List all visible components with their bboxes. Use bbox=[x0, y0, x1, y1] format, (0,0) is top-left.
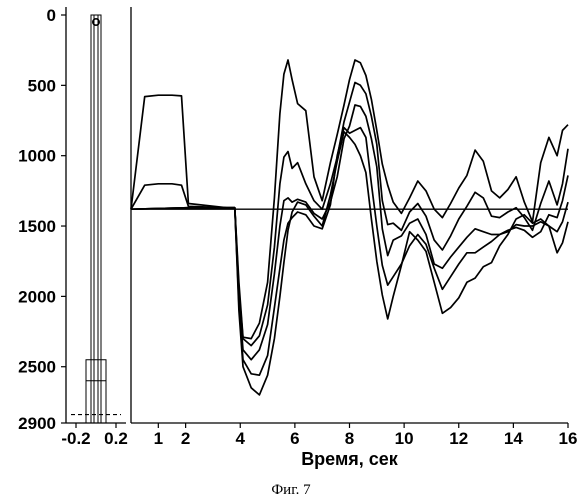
x-tick-label: 16 bbox=[559, 429, 578, 448]
figure-caption: Фиг. 7 bbox=[271, 482, 311, 498]
y-tick-label: 2500 bbox=[18, 358, 56, 377]
time-series-panel: 12 4 6 8 10 12 14 16 Время, сек bbox=[131, 7, 577, 469]
series-line-3 bbox=[131, 105, 568, 360]
series-line-4 bbox=[131, 128, 568, 376]
y-tick-label: 0 bbox=[47, 6, 56, 25]
x-tick-label: 8 bbox=[345, 429, 354, 448]
well-diagram-panel: 0 500 1000 1500 2000 2500 2900 -0.2 0.2 bbox=[18, 6, 128, 448]
series-line-2 bbox=[131, 83, 568, 346]
x-tick-label: 2 bbox=[181, 429, 190, 448]
series-line-5 bbox=[131, 132, 568, 395]
x-tick-label: 4 bbox=[236, 429, 246, 448]
x-tick-label: 12 bbox=[449, 429, 468, 448]
x-tick-label: 6 bbox=[290, 429, 299, 448]
well-outline bbox=[86, 360, 106, 423]
x-axis-label: Время, сек bbox=[301, 449, 399, 469]
well-outline bbox=[91, 15, 101, 423]
y-tick-label: 500 bbox=[28, 76, 56, 95]
x-tick-label: 1 bbox=[154, 429, 163, 448]
y-tick-label: 2900 bbox=[18, 414, 56, 433]
x-tick-label: 10 bbox=[395, 429, 414, 448]
y-tick-label: 1000 bbox=[18, 147, 56, 166]
left-x-tick-label: 0.2 bbox=[104, 429, 128, 448]
left-x-tick-label: -0.2 bbox=[61, 429, 90, 448]
well-outline bbox=[94, 15, 98, 423]
y-tick-label: 2000 bbox=[18, 287, 56, 306]
y-tick-label: 1500 bbox=[18, 217, 56, 236]
x-tick-label: 14 bbox=[504, 429, 523, 448]
